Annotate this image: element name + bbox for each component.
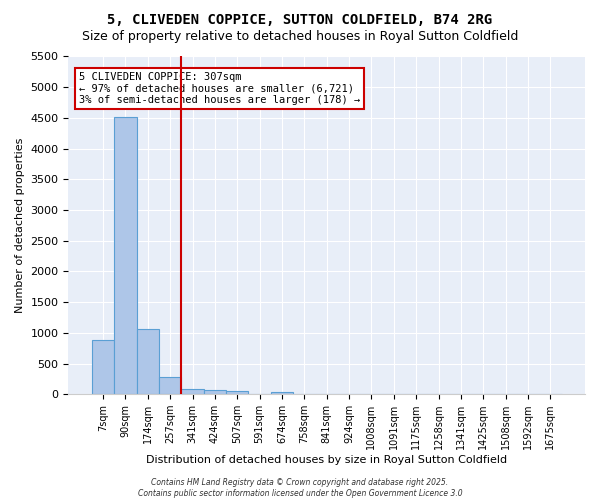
Bar — [137, 328, 159, 394]
Bar — [226, 392, 248, 394]
Bar — [114, 116, 137, 394]
Bar — [181, 390, 204, 394]
Bar — [159, 376, 181, 394]
Y-axis label: Number of detached properties: Number of detached properties — [15, 138, 25, 313]
Text: 5, CLIVEDEN COPPICE, SUTTON COLDFIELD, B74 2RG: 5, CLIVEDEN COPPICE, SUTTON COLDFIELD, B… — [107, 12, 493, 26]
X-axis label: Distribution of detached houses by size in Royal Sutton Coldfield: Distribution of detached houses by size … — [146, 455, 507, 465]
Text: Contains HM Land Registry data © Crown copyright and database right 2025.
Contai: Contains HM Land Registry data © Crown c… — [137, 478, 463, 498]
Bar — [271, 392, 293, 394]
Bar — [204, 390, 226, 394]
Text: Size of property relative to detached houses in Royal Sutton Coldfield: Size of property relative to detached ho… — [82, 30, 518, 43]
Bar — [92, 340, 114, 394]
Text: 5 CLIVEDEN COPPICE: 307sqm
← 97% of detached houses are smaller (6,721)
3% of se: 5 CLIVEDEN COPPICE: 307sqm ← 97% of deta… — [79, 72, 360, 105]
